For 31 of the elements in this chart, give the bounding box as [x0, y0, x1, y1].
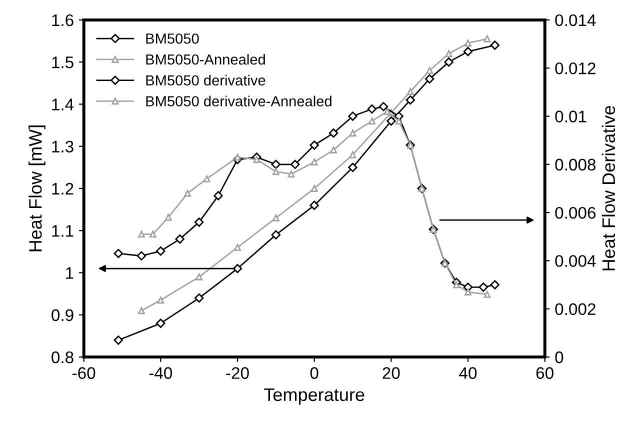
y2-tick-label: 0.002 — [555, 303, 596, 316]
y2-tick-label: 0.014 — [555, 14, 596, 26]
x-tick-label: -40 — [149, 367, 172, 379]
y-tick-label: 1.2 — [52, 182, 74, 195]
y2-tick-label: 0.01 — [555, 110, 586, 122]
y-tick-label: 0.9 — [52, 309, 74, 322]
y-axis-title: Heat Flow [mW] — [28, 126, 46, 252]
y2-tick-label: 0.008 — [555, 158, 596, 171]
y2-tick-label: 0.012 — [555, 62, 596, 74]
y-tick-label: 1.3 — [52, 140, 74, 153]
y2-tick-label: 0 — [555, 351, 564, 364]
legend-label: BM5050-Annealed — [146, 54, 265, 65]
x-tick-label: 20 — [382, 367, 400, 379]
y2-tick-label: 0.006 — [555, 206, 596, 219]
y2-axis-title: Heat Flow Derivative — [602, 106, 616, 270]
x-tick-label: 0 — [310, 367, 318, 379]
x-tick-label: -60 — [72, 367, 96, 379]
legend-label: BM5050 derivative — [146, 74, 266, 86]
y-tick-label: 1 — [66, 267, 74, 279]
y-tick-label: 1.6 — [52, 14, 74, 26]
x-tick-label: 60 — [536, 367, 554, 379]
x-axis-title: Temperature — [264, 388, 364, 405]
y-tick-label: 1.4 — [52, 98, 74, 110]
x-tick-label: 40 — [459, 367, 477, 379]
y-tick-label: 1.1 — [52, 225, 74, 237]
y-tick-label: 0.8 — [52, 351, 74, 364]
y-tick-label: 1.5 — [52, 56, 74, 68]
x-tick-label: -20 — [226, 367, 249, 379]
legend-label: BM5050 — [146, 33, 199, 44]
y2-tick-label: 0.004 — [555, 255, 596, 267]
legend-label: BM5050 derivative-Annealed — [146, 96, 332, 106]
